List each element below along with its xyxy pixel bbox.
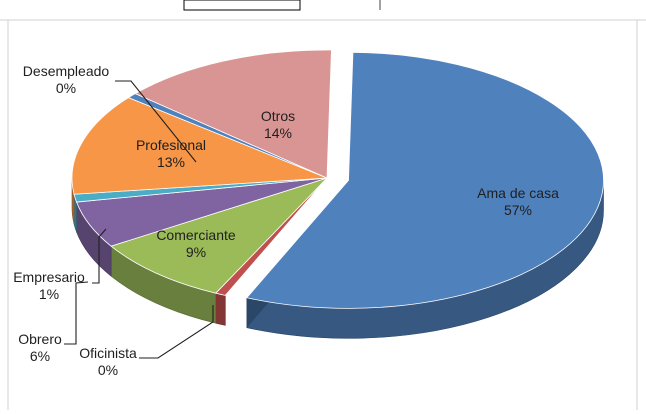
slice-label-empresario: Empresario bbox=[13, 269, 85, 285]
leader-line-obrero bbox=[64, 281, 89, 345]
slice-side-oficinista bbox=[215, 292, 226, 326]
slice-percent-otros: 14% bbox=[264, 125, 292, 141]
slice-label-desempleado: Desempleado bbox=[23, 63, 110, 79]
slice-label-otros: Otros bbox=[261, 108, 295, 124]
slice-percent-empresario: 1% bbox=[39, 286, 59, 302]
leader-line-oficinista bbox=[139, 305, 214, 359]
slice-percent-desempleado: 0% bbox=[56, 80, 76, 96]
slice-label-oficinista: Oficinista bbox=[79, 345, 137, 361]
slice-percent-ama-de-casa: 57% bbox=[504, 202, 532, 218]
cropped-title-box bbox=[183, 0, 301, 11]
slice-comerciante bbox=[110, 177, 328, 294]
slice-profesional bbox=[71, 97, 328, 195]
leader-line-empresario bbox=[92, 228, 107, 284]
slice-label-comerciante: Comerciante bbox=[156, 227, 236, 243]
slice-percent-comerciante: 9% bbox=[186, 244, 206, 260]
slice-otros bbox=[134, 49, 332, 179]
slice-ama-de-casa bbox=[246, 51, 604, 309]
slice-percent-profesional: 13% bbox=[157, 154, 185, 170]
slice-label-obrero: Obrero bbox=[18, 331, 62, 347]
slice-percent-obrero: 6% bbox=[30, 348, 50, 364]
slice-label-ama-de-casa: Ama de casa bbox=[477, 185, 559, 201]
leader-line-desempleado bbox=[115, 80, 197, 163]
slice-label-profesional: Profesional bbox=[136, 137, 206, 153]
slice-percent-oficinista: 0% bbox=[98, 362, 118, 378]
